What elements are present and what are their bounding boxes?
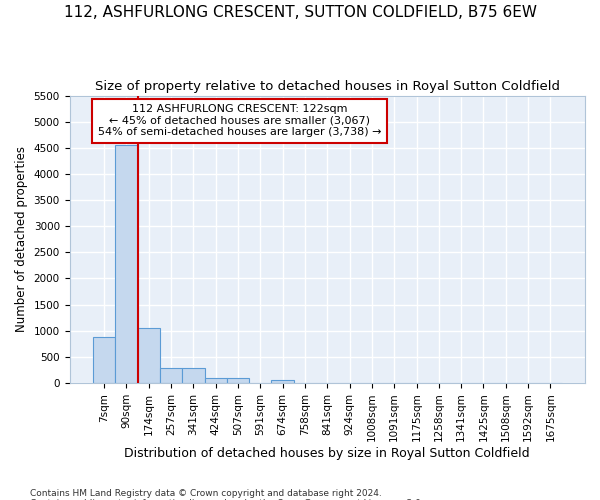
Text: 112, ASHFURLONG CRESCENT, SUTTON COLDFIELD, B75 6EW: 112, ASHFURLONG CRESCENT, SUTTON COLDFIE…	[64, 5, 536, 20]
Bar	[271, 380, 294, 383]
Bar	[93, 337, 115, 383]
Y-axis label: Number of detached properties: Number of detached properties	[15, 146, 28, 332]
Text: Contains HM Land Registry data © Crown copyright and database right 2024.: Contains HM Land Registry data © Crown c…	[30, 488, 382, 498]
Text: Contains public sector information licensed under the Open Government Licence v3: Contains public sector information licen…	[30, 498, 424, 500]
Title: Size of property relative to detached houses in Royal Sutton Coldfield: Size of property relative to detached ho…	[95, 80, 560, 93]
Bar	[137, 328, 160, 383]
Bar	[205, 378, 227, 383]
X-axis label: Distribution of detached houses by size in Royal Sutton Coldfield: Distribution of detached houses by size …	[124, 447, 530, 460]
Text: 112 ASHFURLONG CRESCENT: 122sqm
← 45% of detached houses are smaller (3,067)
54%: 112 ASHFURLONG CRESCENT: 122sqm ← 45% of…	[98, 104, 382, 138]
Bar	[160, 368, 182, 383]
Bar	[115, 144, 137, 383]
Bar	[227, 378, 249, 383]
Bar	[182, 368, 205, 383]
